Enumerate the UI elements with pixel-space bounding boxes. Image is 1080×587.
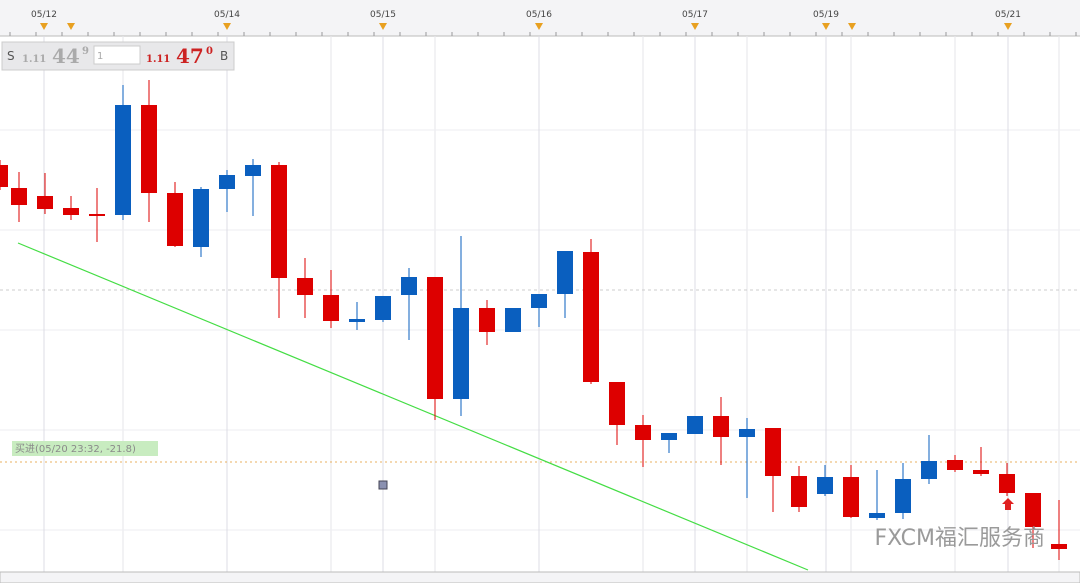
candle-body [453,308,469,399]
candle-body [687,416,703,434]
candle-body [11,188,27,205]
candle-body [349,319,365,322]
candle-body [843,477,859,517]
date-bar [0,0,1080,36]
candle-body [921,461,937,479]
candle-body [219,175,235,189]
candle-body [869,513,885,518]
quote-box[interactable]: S 1.11 44 9 1 1.11 47 0 B [1,41,235,71]
candle-body [713,416,729,437]
buy-label: B [220,49,228,63]
candle-body [739,429,755,437]
date-label: 05/12 [31,10,57,20]
candle-body [479,308,495,332]
sell-sup: 9 [82,46,89,57]
trade-label-bg [12,441,158,456]
candle-body [817,477,833,494]
buy-big: 1.11 [146,54,170,65]
candle-body [531,294,547,308]
candle-body [661,433,677,440]
candle-body [89,214,105,216]
date-marker [379,23,387,30]
candle-body [245,165,261,176]
candle-body [973,470,989,474]
candle-body [271,165,287,278]
marker [378,480,388,490]
date-label: 05/21 [995,10,1021,20]
candle-body [791,476,807,507]
date-marker [1004,23,1012,30]
candle-body [1051,544,1067,549]
sell-label: S [7,49,15,63]
candle-body [635,425,651,440]
bottom-axis [0,571,1080,584]
buy-main: 47 [176,44,204,68]
candle-body [401,277,417,295]
candle-body [427,277,443,399]
candle-body [167,193,183,246]
candle-body [557,251,573,294]
candle-body [63,208,79,215]
candle-body [115,105,131,215]
candle-body [765,428,781,476]
date-label: 05/16 [526,10,552,20]
candle-body [1025,493,1041,527]
buy-arrow [1002,498,1014,510]
date-marker [691,23,699,30]
watermark: FXCM福汇服务商 [875,526,1045,551]
candle-body [141,105,157,193]
buy-sup: 0 [206,46,213,57]
candle-body [37,196,53,209]
date-label: 05/17 [682,10,708,20]
amount: 1 [97,51,103,62]
date-marker [67,23,75,30]
trend-line [17,242,809,571]
date-marker [535,23,543,30]
candle-body [999,474,1015,493]
candle-body [947,460,963,470]
date-label: 05/15 [370,10,396,20]
candle-body [375,296,391,320]
candle-body [505,308,521,332]
trade-label: 买进(05/20 23:32, -21.8) [15,443,136,455]
date-marker [40,23,48,30]
amount-input[interactable] [93,45,141,65]
date-marker [822,23,830,30]
candle-body [323,295,339,321]
date-label: 05/14 [214,10,240,20]
date-label: 05/19 [813,10,839,20]
candle-body [895,479,911,513]
date-marker [848,23,856,30]
candle-body [0,165,8,187]
candle-body [193,189,209,247]
date-marker [223,23,231,30]
candle-body [583,252,599,382]
candle-body [609,382,625,425]
sell-big: 1.11 [22,54,46,65]
sell-main: 44 [52,44,80,68]
candle-body [297,278,313,295]
